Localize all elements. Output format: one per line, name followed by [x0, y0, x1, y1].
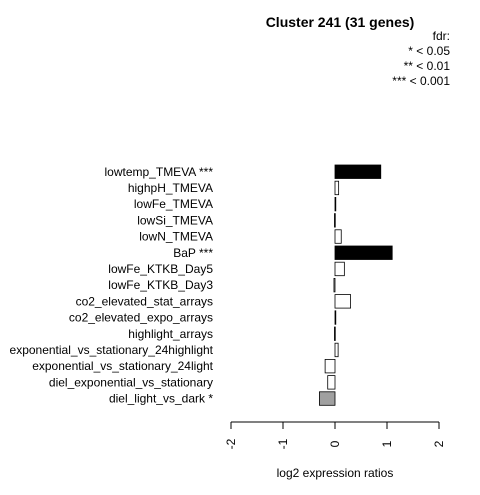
bar — [334, 326, 336, 341]
bar — [334, 196, 337, 212]
legend: fdr: * < 0.05 ** < 0.01 *** < 0.001 — [392, 29, 450, 88]
x-tick-label: 2 — [432, 440, 446, 447]
bar — [334, 261, 345, 277]
category-label: BaP *** — [173, 246, 213, 260]
category-label: lowtemp_TMEVA *** — [105, 165, 214, 179]
category-label: lowFe_KTKB_Day5 — [108, 262, 213, 276]
category-label: diel_light_vs_dark * — [109, 392, 213, 406]
x-tick-label: 0 — [328, 440, 342, 447]
category-label: lowFe_TMEVA — [134, 197, 213, 211]
legend-title: fdr: — [433, 29, 450, 43]
legend-entry: *** < 0.001 — [392, 74, 450, 88]
category-label: lowSi_TMEVA — [137, 213, 213, 227]
bar — [334, 213, 336, 228]
category-label: diel_exponential_vs_stationary — [49, 375, 213, 389]
category-label: lowN_TMEVA — [139, 230, 213, 244]
category-label: highlight_arrays — [128, 327, 213, 341]
category-label: lowFe_KTKB_Day3 — [108, 278, 213, 292]
bar — [327, 375, 336, 390]
x-axis: -2 -1 0 1 2 — [224, 421, 446, 449]
bars-group — [318, 164, 393, 406]
x-tick-label: 1 — [380, 440, 394, 447]
bar — [334, 229, 342, 244]
category-label: exponential_vs_stationary_24highlight — [10, 343, 214, 357]
x-tick-label: -1 — [276, 438, 290, 449]
category-label: exponential_vs_stationary_24light — [32, 359, 213, 373]
x-tick-label: -2 — [224, 438, 238, 449]
bar — [334, 245, 393, 260]
bar — [334, 164, 382, 179]
x-axis-label: log2 expression ratios — [277, 466, 394, 480]
bar — [324, 358, 336, 374]
bar — [334, 294, 352, 309]
bar — [333, 277, 336, 293]
bar — [334, 180, 340, 196]
category-labels: lowtemp_TMEVA *** highpH_TMEVA lowFe_TMEVA… — [10, 165, 214, 406]
legend-entry: * < 0.05 — [408, 44, 450, 58]
bar — [334, 310, 337, 325]
legend-entry: ** < 0.01 — [404, 59, 451, 73]
category-label: highpH_TMEVA — [128, 181, 213, 195]
category-label: co2_elevated_stat_arrays — [76, 294, 213, 308]
chart-title: Cluster 241 (31 genes) — [266, 14, 415, 30]
bar — [318, 391, 336, 406]
category-label: co2_elevated_expo_arrays — [69, 311, 213, 325]
bar — [334, 342, 339, 358]
